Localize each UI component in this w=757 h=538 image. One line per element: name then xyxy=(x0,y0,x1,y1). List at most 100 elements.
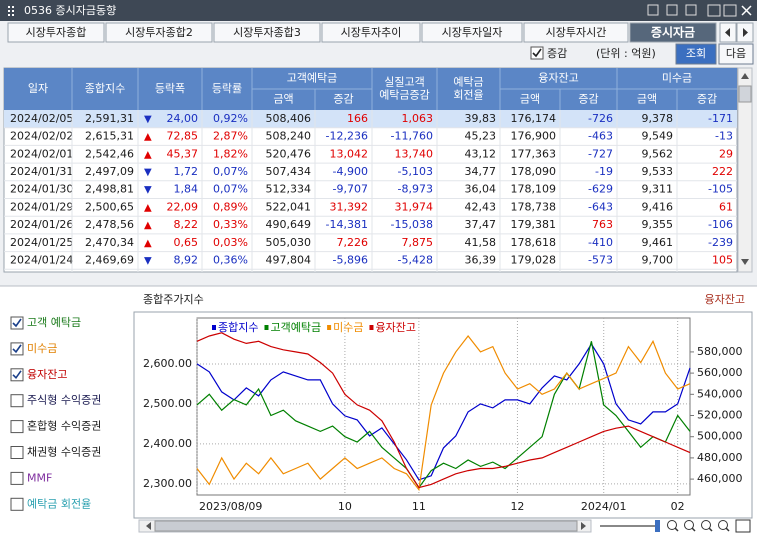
chart-scroll-thumb[interactable] xyxy=(154,520,578,532)
column-header: 등락폭 xyxy=(155,82,185,95)
table-cell: 9,416 xyxy=(642,200,674,213)
option-checkbox[interactable] xyxy=(10,394,24,408)
table-cell: 763 xyxy=(592,218,613,231)
table-cell: -15,038 xyxy=(391,218,433,231)
table-cell: 24,00 xyxy=(167,112,199,125)
table-cell: 520,476 xyxy=(266,147,312,160)
zoom-icon-handle xyxy=(674,527,679,532)
table-cell: ▼ xyxy=(144,185,152,196)
close-button[interactable] xyxy=(741,5,752,16)
title-icon[interactable] xyxy=(647,4,659,16)
tab-label: 시장투자일자 xyxy=(442,25,503,39)
menu-icon[interactable] xyxy=(8,10,10,12)
table-cell: 508,240 xyxy=(266,130,312,143)
table-cell: ▼ xyxy=(144,255,152,266)
zoom-slider-knob[interactable] xyxy=(655,520,660,532)
reset-icon[interactable] xyxy=(735,519,751,533)
table-cell: 2024/02/01 xyxy=(10,147,73,160)
table-cell: ▲ xyxy=(144,238,152,249)
scroll-right[interactable] xyxy=(581,522,586,530)
maximize-button[interactable] xyxy=(723,4,737,17)
column-header: 예탁금 xyxy=(453,76,483,89)
option-label: MMF xyxy=(27,471,52,484)
table-cell: 72,85 xyxy=(167,130,199,143)
option-checkbox[interactable] xyxy=(10,368,24,382)
title-bar xyxy=(0,0,757,21)
minimize-button[interactable] xyxy=(707,4,721,17)
table-cell: 39,83 xyxy=(465,112,497,125)
y-tick-label: 2,400.00 xyxy=(143,437,192,450)
table-cell: -239 xyxy=(708,236,733,249)
option-checkbox[interactable] xyxy=(10,420,24,434)
zoom-icon[interactable] xyxy=(667,520,677,530)
zoom-icon[interactable] xyxy=(684,520,694,530)
title-icon[interactable] xyxy=(666,4,678,16)
table-cell: 0,92% xyxy=(213,112,248,125)
table-cell: 36,04 xyxy=(465,183,497,196)
table-cell: 2024/01/24 xyxy=(10,253,73,266)
series-line xyxy=(196,332,691,489)
x-tick-label: 12 xyxy=(510,500,524,513)
tab[interactable] xyxy=(7,22,105,43)
button[interactable] xyxy=(675,43,717,65)
x-tick-label: 10 xyxy=(338,500,352,513)
checkbox-label: 증감 xyxy=(547,47,567,60)
legend-label: 미수금 xyxy=(333,321,363,334)
table-cell: -9,707 xyxy=(333,183,368,196)
scroll-thumb[interactable] xyxy=(738,85,752,103)
option-checkbox[interactable] xyxy=(10,446,24,459)
table-cell: 0,65 xyxy=(174,236,199,249)
table-cell: -12,236 xyxy=(326,130,368,143)
x-tick-label: 2023/08/09 xyxy=(199,500,262,513)
tab[interactable] xyxy=(213,22,321,43)
table-cell: 13,740 xyxy=(395,147,434,160)
table-cell: 2,478,56 xyxy=(85,218,134,231)
menu-icon[interactable] xyxy=(8,6,10,8)
legend-marker xyxy=(327,325,332,330)
tab-label: 시장투자종합3 xyxy=(233,26,301,39)
title-icon[interactable] xyxy=(685,4,697,16)
scroll-left[interactable] xyxy=(146,522,151,530)
button-label: 조회 xyxy=(686,47,706,60)
scroll-up[interactable] xyxy=(741,73,749,79)
menu-icon[interactable] xyxy=(12,14,14,16)
table-cell: 178,738 xyxy=(511,200,557,213)
table-cell: 2,542,46 xyxy=(85,147,134,160)
table-cell: -105 xyxy=(708,183,733,196)
tab[interactable] xyxy=(321,22,421,43)
option-checkbox[interactable] xyxy=(10,471,24,485)
zoom-icon[interactable] xyxy=(718,520,728,530)
option-checkbox[interactable] xyxy=(10,497,24,511)
table-cell: -8,973 xyxy=(398,183,433,196)
table-cell: 2024/01/30 xyxy=(10,183,73,196)
option-checkbox[interactable] xyxy=(10,316,24,330)
table-cell: 490,649 xyxy=(266,218,312,231)
table-cell: 9,549 xyxy=(642,130,674,143)
sub-header: 증감 xyxy=(578,93,598,106)
button[interactable] xyxy=(718,43,754,65)
zoom-icon[interactable] xyxy=(701,520,711,530)
tab[interactable] xyxy=(421,22,523,43)
y-tick-label: 2,500.00 xyxy=(143,397,192,410)
table-cell: 176,900 xyxy=(511,130,557,143)
menu-icon[interactable] xyxy=(12,6,14,8)
table-cell: 9,355 xyxy=(642,218,674,231)
table-cell: 1,72 xyxy=(174,165,199,178)
option-checkbox[interactable] xyxy=(10,342,24,356)
selected-row xyxy=(4,110,737,128)
option-checkmark xyxy=(12,318,22,328)
table-cell: 2,469,69 xyxy=(85,253,134,266)
tab[interactable] xyxy=(105,22,213,43)
table-cell: 9,533 xyxy=(642,165,674,178)
tab[interactable] xyxy=(523,22,629,43)
checkbox[interactable] xyxy=(530,46,544,60)
table-cell: 2024/01/31 xyxy=(10,165,73,178)
tab[interactable] xyxy=(629,22,717,43)
table-cell: 41,58 xyxy=(465,236,497,249)
scroll-down[interactable] xyxy=(741,259,749,265)
button-label: 다음 xyxy=(726,47,746,60)
y2-tick-label: 500,000 xyxy=(697,430,743,443)
menu-icon[interactable] xyxy=(12,10,14,12)
menu-icon[interactable] xyxy=(8,14,10,16)
table-cell: -463 xyxy=(588,130,613,143)
